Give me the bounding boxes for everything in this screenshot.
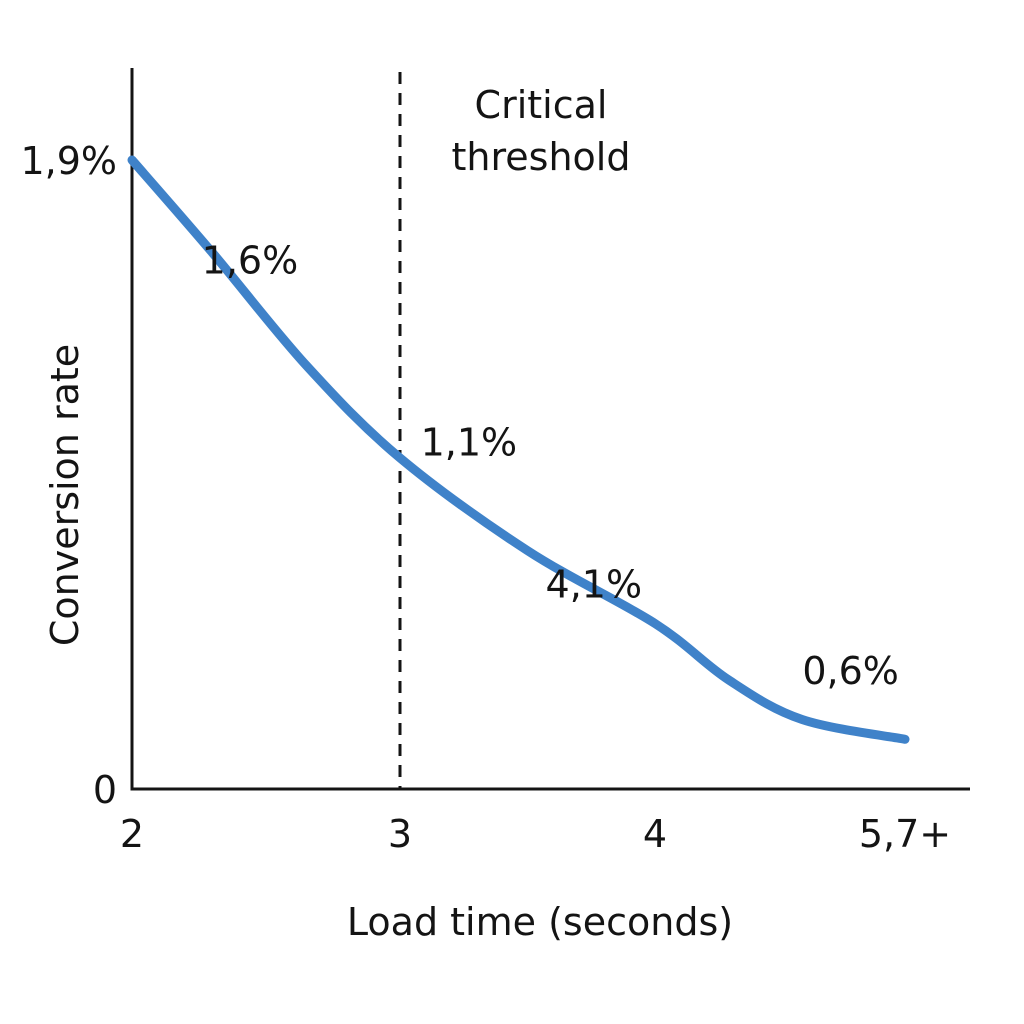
y-tick-label: 1,9% bbox=[20, 139, 117, 183]
data-label: 1,6% bbox=[202, 238, 299, 282]
axes bbox=[130, 68, 970, 791]
data-label: 0,6% bbox=[802, 649, 899, 693]
x-axis-title: Load time (seconds) bbox=[347, 900, 733, 944]
y-tick-label: 0 bbox=[93, 768, 117, 812]
threshold-label: Critical bbox=[475, 83, 608, 127]
y-axis-title: Conversion rate bbox=[43, 344, 87, 646]
x-tick-label: 3 bbox=[388, 812, 412, 856]
x-tick-label: 2 bbox=[120, 812, 144, 856]
tick-labels: 2 3 4 5,7+ 0 1,9% bbox=[20, 139, 951, 856]
series-line bbox=[127, 155, 910, 744]
data-label: 4,1% bbox=[546, 563, 643, 607]
series-group bbox=[127, 155, 910, 744]
threshold-label: threshold bbox=[452, 135, 631, 179]
data-label: 1,1% bbox=[421, 420, 518, 464]
data-labels: 1,6% 1,1% 4,1% 0,6% bbox=[202, 238, 899, 693]
x-tick-label: 5,7+ bbox=[859, 812, 951, 856]
x-tick-label: 4 bbox=[643, 812, 667, 856]
threshold-marker: Critical threshold bbox=[398, 72, 631, 789]
